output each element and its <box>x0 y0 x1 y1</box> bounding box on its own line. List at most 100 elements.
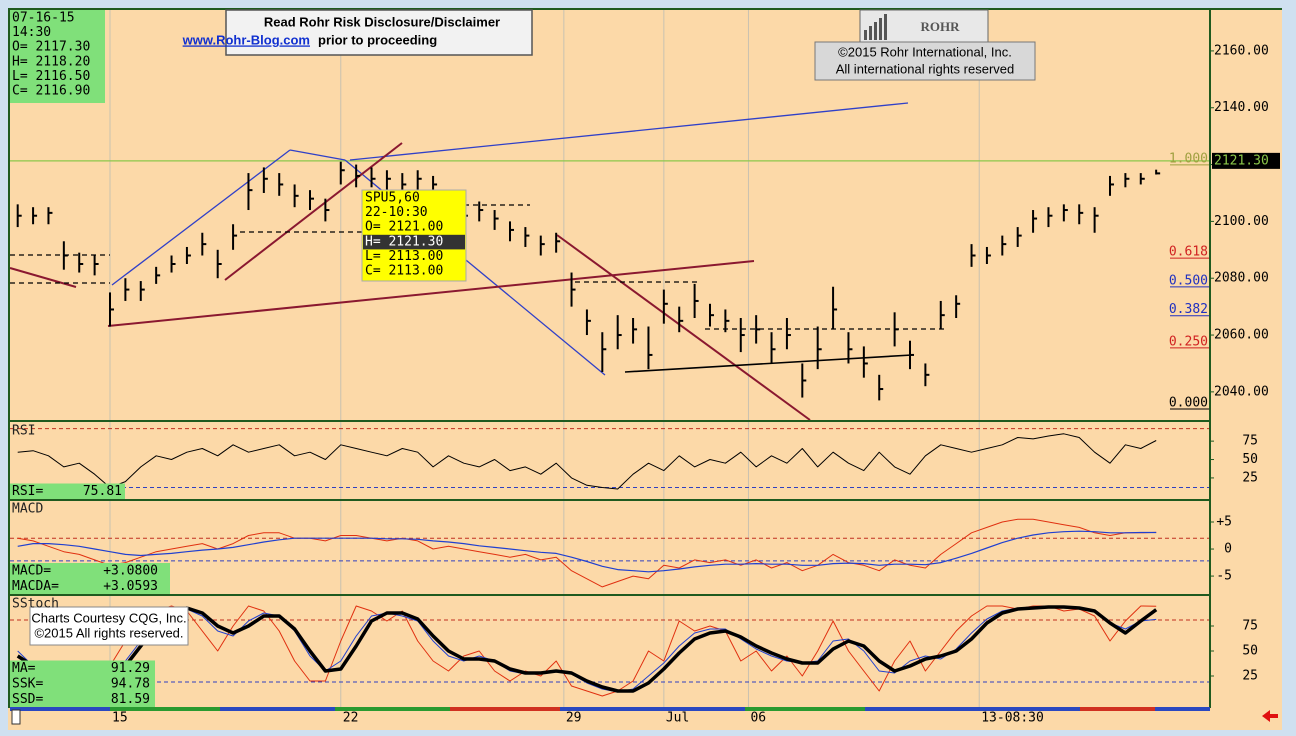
y-tick-label: 2140.00 <box>1214 100 1269 115</box>
tooltip-line: O= 2121.00 <box>365 220 443 235</box>
courtesy-text: ©2015 All rights reserved. <box>34 625 183 640</box>
fib-level-label: 1.000 <box>1169 151 1208 166</box>
trend-line <box>224 142 403 281</box>
copyright-box <box>814 41 1036 81</box>
trend-lines <box>9 102 913 421</box>
y-tick-label: 50 <box>1242 452 1258 467</box>
readout-value: 81.59 <box>111 692 150 707</box>
panel-title: RSI <box>12 424 35 439</box>
y-tick-label: 75 <box>1242 619 1258 634</box>
readout-value: 75.81 <box>83 484 122 499</box>
x-tick-label: 13-08:30 <box>981 711 1044 726</box>
info-box <box>10 10 105 103</box>
logo-bars <box>864 14 887 40</box>
y-tick-label: 50 <box>1242 644 1258 659</box>
x-tick-label: 29 <box>566 711 582 726</box>
y-tick-label: 2160.00 <box>1214 43 1269 58</box>
copyright-text: All international rights reserved <box>836 61 1014 76</box>
x-tick-label: 15 <box>112 711 128 726</box>
y-tick-label: 0 <box>1224 542 1232 557</box>
info-line: 14:30 <box>12 25 51 40</box>
strip-segment <box>335 707 450 711</box>
readout-label: MACDA= <box>12 579 59 594</box>
x-tick-label: 22 <box>343 711 359 726</box>
logo-bar <box>879 18 882 40</box>
last-price-box <box>1212 152 1280 169</box>
y-tick-label: 2080.00 <box>1214 271 1269 286</box>
x-tick-label: 06 <box>750 711 766 726</box>
y-tick-label: 25 <box>1242 470 1258 485</box>
logo-text: ROHR <box>921 19 961 34</box>
trend-line <box>349 102 909 161</box>
tooltip-line: H= 2121.30 <box>365 234 443 249</box>
courtesy-box <box>29 606 189 646</box>
info-line: C= 2116.90 <box>12 84 90 99</box>
y-tick-label: -5 <box>1216 569 1232 584</box>
readout-value: 91.29 <box>111 661 150 676</box>
last-price-label: 2121.30 <box>1214 153 1269 168</box>
readout-label: SSD= <box>12 692 43 707</box>
fib-level-label: 0.382 <box>1169 302 1208 317</box>
courtesy-text: Charts Courtesy CQG, Inc. <box>31 610 186 625</box>
tooltip-highlight <box>363 234 465 250</box>
strip-segment <box>10 707 1210 711</box>
panel-frames <box>8 8 1282 708</box>
date-strip <box>10 707 1278 725</box>
logo-bar <box>864 30 867 40</box>
readout-value: +3.0593 <box>103 579 158 594</box>
scroll-box[interactable] <box>11 709 21 725</box>
tooltip-line: C= 2113.00 <box>365 264 443 279</box>
trend-line <box>9 267 77 288</box>
disclaimer-link[interactable]: www.Rohr-Blog.com <box>182 32 310 47</box>
fib-level-label: 0.618 <box>1169 245 1208 260</box>
readout-label: MACD= <box>12 563 51 578</box>
fib-level-label: 0.500 <box>1169 273 1208 288</box>
trend-line <box>111 149 291 286</box>
info-line: 07-16-15 <box>12 11 75 26</box>
scroll-arrow[interactable] <box>1262 710 1278 722</box>
readout-label: SSK= <box>12 676 43 691</box>
readout-value: 94.78 <box>111 676 150 691</box>
readout-box <box>10 563 170 594</box>
marks-layer <box>16 161 1210 697</box>
disclaimer-text: Read Rohr Risk Disclosure/Disclaimer <box>264 14 500 29</box>
tooltip-line: L= 2113.00 <box>365 249 443 264</box>
panel-title: MACD <box>12 502 43 517</box>
indicator-line <box>17 605 1157 697</box>
fib-level-label: 0.250 <box>1169 334 1208 349</box>
tooltip-line: SPU5,60 <box>365 191 420 206</box>
readout-value: +3.0800 <box>103 563 158 578</box>
info-line: L= 2116.50 <box>12 69 90 84</box>
indicator-line <box>16 605 1158 693</box>
logo-bar <box>874 22 877 40</box>
indicator-line <box>17 433 1157 490</box>
y-tick-label: 2100.00 <box>1214 214 1269 229</box>
trend-line <box>107 260 755 327</box>
readout-box <box>10 660 155 707</box>
y-tick-label: 2040.00 <box>1214 384 1269 399</box>
fib-level-label: 0.000 <box>1169 395 1208 410</box>
indicator-line <box>17 530 1157 573</box>
strip-segment <box>745 707 865 711</box>
info-line: H= 2118.20 <box>12 54 90 69</box>
logo-bar <box>869 26 872 40</box>
info-line: O= 2117.30 <box>12 40 90 55</box>
logo-bar <box>884 14 887 40</box>
copyright-text: ©2015 Rohr International, Inc. <box>838 44 1012 59</box>
indicator-line <box>17 605 1157 693</box>
strip-segment <box>110 707 220 711</box>
disclaimer-box <box>225 9 533 56</box>
indicator-line <box>17 518 1157 588</box>
strip-segment <box>450 707 560 711</box>
trend-line <box>556 234 811 421</box>
readout-label: MA= <box>12 661 36 676</box>
trend-line <box>289 149 346 161</box>
y-tick-label: 75 <box>1242 434 1258 449</box>
readout-box <box>10 483 125 499</box>
overlay-layer: 15 22 29 Jul 06 13-08:30 2040.00 2060.00 2080.00… <box>10 43 1280 726</box>
y-tick-label: 2060.00 <box>1214 328 1269 343</box>
readout-label: RSI= <box>12 484 43 499</box>
